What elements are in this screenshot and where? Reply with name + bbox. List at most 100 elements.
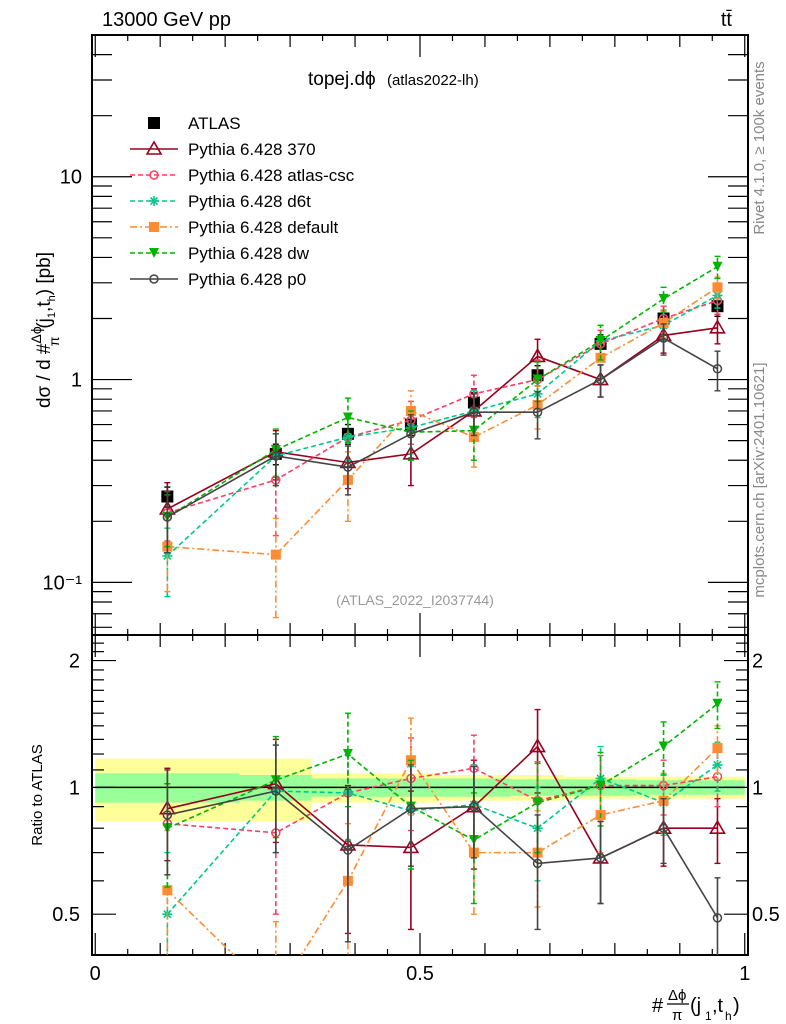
- main-plot-panel: 10⁻¹ 1 10: [43, 34, 749, 636]
- y-tick-label: 10⁻¹: [43, 572, 83, 594]
- svg-text:): ): [733, 995, 740, 1017]
- ratio-y-tick-label: 2: [69, 651, 80, 673]
- data-point: [709, 319, 726, 334]
- series-atlas: [161, 296, 724, 508]
- data-point: [532, 407, 543, 417]
- ratio-y-tick-label: 0.5: [52, 904, 80, 926]
- data-point: [595, 853, 606, 863]
- data-point: [343, 462, 353, 472]
- data-point: [468, 432, 479, 443]
- data-point: [532, 374, 543, 385]
- series-line: [166, 326, 718, 510]
- legend-label: Pythia 6.428 p0: [188, 270, 306, 289]
- legend-label: Pythia 6.428 dw: [188, 244, 310, 263]
- data-point: [712, 364, 723, 374]
- svg-text:1: 1: [705, 1009, 712, 1023]
- data-point: [469, 407, 479, 417]
- legend-marker: [149, 196, 159, 206]
- analysis-label: (ATLAS_2022_I2037744): [336, 592, 494, 608]
- series-line: [166, 266, 718, 518]
- data-point: [529, 737, 546, 753]
- data-point: [271, 786, 281, 796]
- x-tick-label: 0.5: [406, 963, 434, 985]
- plot-title-main: topej.dϕ: [308, 69, 376, 90]
- data-point: [162, 512, 173, 522]
- data-point: [595, 374, 606, 385]
- series-pythia-6-428-370: [158, 313, 726, 548]
- legend-marker: [149, 248, 159, 258]
- y-tick-label: 1: [71, 370, 82, 392]
- series-line: [167, 286, 718, 556]
- legend-item: Pythia 6.428 default: [130, 218, 339, 237]
- legend-item: Pythia 6.428 p0: [130, 270, 306, 289]
- legend-item: Pythia 6.428 atlas-csc: [130, 166, 355, 185]
- main-y-axis-label: dσ / d #Δϕ π(j1,th) [pb]: [28, 252, 62, 408]
- data-point: [162, 885, 173, 896]
- process-label: tt̄: [721, 9, 733, 31]
- svg-text:(j: (j: [690, 995, 701, 1017]
- x-axis-label: # Δϕ π (j 1 ,t h ): [652, 987, 740, 1024]
- legend-marker: [149, 274, 159, 284]
- legend-marker: [149, 170, 159, 180]
- legend-item: Pythia 6.428 d6t: [130, 192, 311, 211]
- legend-label: Pythia 6.428 d6t: [188, 192, 311, 211]
- ratio-plot-panel: 0 0.5 1 0.5 0.5 1 1 2 2: [52, 613, 780, 1001]
- data-point: [342, 749, 353, 760]
- series-pythia-6-428-p0: [162, 323, 723, 554]
- legend-item: Pythia 6.428 370: [130, 140, 316, 159]
- data-point: [342, 412, 353, 423]
- ratio-y-tick-label-right: 0.5: [752, 904, 780, 926]
- ratio-series-group: [158, 681, 726, 1001]
- data-point: [658, 741, 669, 752]
- svg-text:Δϕ: Δϕ: [668, 987, 686, 1004]
- data-point: [270, 549, 281, 560]
- series-line: [167, 767, 718, 834]
- series-pythia-6-428-default: [162, 276, 723, 619]
- collision-energy-label: 13000 GeV pp: [102, 9, 231, 31]
- ratio-y-axis-label: Ratio to ATLAS: [29, 744, 46, 845]
- legend-marker: [149, 222, 159, 232]
- data-point: [532, 858, 543, 869]
- x-tick-label: 1: [739, 963, 750, 985]
- data-point: [709, 819, 726, 834]
- data-point: [271, 991, 281, 1001]
- y-tick-label: 10: [60, 167, 82, 189]
- legend-item: ATLAS: [148, 114, 241, 133]
- svg-text:dσ / d #Δϕπ(j1,th) [pb]: dσ / d #Δϕ π(j1,th) [pb]: [28, 252, 62, 408]
- data-point: [712, 698, 723, 709]
- data-point: [162, 810, 173, 820]
- data-point: [712, 261, 723, 272]
- data-point: [343, 845, 353, 855]
- legend-marker: [148, 117, 160, 129]
- series-pythia-6-428-dw: [162, 255, 723, 548]
- legend-label: Pythia 6.428 atlas-csc: [188, 166, 355, 185]
- data-point: [712, 913, 723, 923]
- x-tick-label: 0: [90, 963, 101, 985]
- data-point: [658, 823, 669, 833]
- legend-label: Pythia 6.428 default: [188, 218, 339, 237]
- plot-title: topej.dϕ (atlas2022-lh): [308, 69, 479, 90]
- plot-title-sub: (atlas2022-lh): [387, 72, 479, 89]
- data-point: [532, 797, 543, 808]
- data-point: [712, 282, 723, 293]
- data-point: [712, 743, 723, 754]
- mcplots-label: mcplots.cern.ch [arXiv:2401.10621]: [751, 362, 768, 597]
- svg-text:π: π: [672, 1007, 682, 1024]
- series-line: [166, 294, 718, 557]
- series-pythia-6-428-d6t: [162, 283, 723, 598]
- svg-text:h: h: [725, 1009, 732, 1023]
- data-point: [658, 318, 669, 329]
- series-line: [166, 337, 718, 518]
- legend-item: Pythia 6.428 dw: [130, 244, 310, 263]
- series-line: [167, 790, 719, 919]
- series-pythia-6-428-p0-ratio: [162, 744, 723, 955]
- data-point: [271, 451, 281, 461]
- ratio-y-tick-label-right: 1: [752, 777, 763, 799]
- data-point: [406, 803, 416, 814]
- data-point: [406, 429, 416, 439]
- legend-label: Pythia 6.428 370: [188, 140, 316, 159]
- rivet-version-label: Rivet 4.1.0, ≥ 100k events: [751, 61, 768, 234]
- svg-text:#: #: [652, 995, 664, 1017]
- svg-text:,t: ,t: [712, 995, 724, 1017]
